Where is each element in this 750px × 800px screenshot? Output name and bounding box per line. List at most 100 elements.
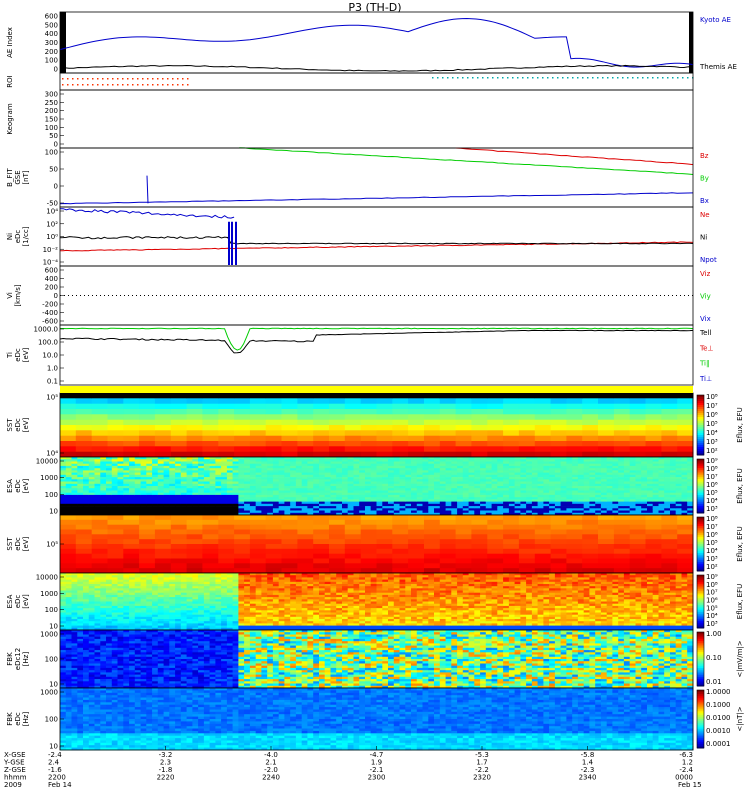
spectrogram-cell: [468, 494, 475, 498]
spectrogram-cell: [238, 470, 245, 473]
spectrogram-cell: [589, 512, 596, 516]
spectrogram-cell: [687, 488, 694, 491]
spectrogram-cell: [457, 510, 464, 514]
spectrogram-cell: [152, 497, 159, 500]
spectrogram-cell: [232, 588, 239, 591]
spectrogram-cell: [382, 459, 389, 462]
colorbar-tick-label: 10⁴: [706, 547, 718, 555]
spectrogram-cell: [376, 414, 393, 420]
spectrogram-cell: [249, 457, 257, 460]
spectrogram-cell: [560, 483, 567, 487]
spectrogram-cell: [163, 479, 170, 482]
spectrogram-cell: [284, 508, 291, 511]
spectrogram-cell: [342, 468, 349, 471]
spectrogram-cell: [180, 481, 187, 485]
spectrogram-cell: [249, 529, 267, 535]
spectrogram-cell: [94, 510, 101, 514]
spectrogram-cell: [537, 512, 544, 516]
spectrogram-cell: [146, 592, 153, 596]
spectrogram-cell: [71, 601, 78, 605]
spectrogram-cell: [319, 512, 326, 516]
spectrogram-cell: [129, 621, 136, 624]
spectrogram-cell: [255, 461, 262, 465]
spectrogram-cell: [439, 488, 446, 491]
spectrogram-cell: [451, 508, 458, 511]
spectrogram-cell: [411, 457, 418, 460]
spectrogram-cell: [455, 393, 472, 399]
spectrogram-cell: [117, 579, 124, 583]
spectrogram-cell: [457, 488, 464, 491]
spectrogram-cell: [301, 481, 308, 485]
spectrogram-cell: [106, 594, 113, 598]
spectrogram-cell: [203, 474, 211, 478]
spectrogram-cell: [307, 503, 314, 507]
spectrogram-cell: [249, 506, 257, 509]
spectrogram-cell: [77, 592, 84, 596]
spectrogram-cell: [244, 483, 251, 487]
spectrogram-cell: [520, 470, 527, 473]
spectrogram-cell: [226, 477, 234, 480]
spectrogram-cell: [549, 474, 556, 478]
spectrogram-cell: [65, 474, 72, 478]
spectrogram-cell: [577, 477, 585, 480]
spectrogram-cell: [445, 481, 452, 485]
spectrogram-cell: [485, 499, 492, 502]
spectrogram-cell: [439, 409, 456, 415]
spectrogram-cell: [226, 479, 234, 482]
spectrogram-cell: [365, 461, 372, 465]
spectrogram-cell: [307, 486, 314, 489]
spectrogram-cell: [455, 425, 472, 431]
spectrogram-cell: [146, 479, 153, 482]
spectrogram-cell: [123, 512, 130, 516]
spectrogram-cell: [480, 483, 487, 487]
spectrogram-cell: [330, 468, 337, 471]
spectrogram-cell: [647, 483, 654, 487]
spectrogram-cell: [88, 579, 95, 583]
spectrogram-cell: [180, 510, 187, 514]
spectrogram-cell: [534, 534, 551, 540]
spectrogram-cell: [376, 524, 393, 530]
spectrogram-cell: [134, 488, 141, 491]
spectrogram-cell: [526, 494, 533, 498]
spectrogram-cell: [129, 603, 136, 607]
spectrogram-cell: [359, 503, 366, 507]
spectrogram-cell: [117, 463, 124, 467]
spectrogram-cell: [457, 486, 464, 489]
spectrogram-cell: [106, 584, 113, 587]
spectrogram-cell: [163, 481, 170, 485]
spectrogram-cell: [232, 459, 239, 462]
spectrogram-cell: [111, 614, 118, 618]
spectrogram-cell: [353, 461, 360, 465]
spectrogram-cell: [100, 494, 107, 498]
spectrogram-cell: [405, 510, 412, 514]
spectrogram-cell: [658, 501, 665, 505]
spectrogram-cell: [117, 506, 124, 509]
spectrogram-cell: [249, 488, 257, 491]
roi-dot: [127, 84, 129, 86]
spectrogram-cell: [71, 575, 78, 578]
spectrogram-cell: [94, 494, 101, 498]
spectrogram-cell: [297, 558, 314, 564]
spectrogram-cell: [163, 577, 170, 580]
spectrogram-cell: [221, 503, 228, 507]
spectrogram-cell: [290, 488, 297, 491]
spectrogram-cell: [202, 446, 219, 452]
spectrogram-cell: [77, 506, 84, 509]
spectrogram-cell: [106, 459, 113, 462]
spectrogram-cell: [428, 479, 435, 482]
spectrogram-cell: [613, 414, 631, 420]
spectrogram-cell: [583, 479, 590, 482]
spectrogram-cell: [65, 575, 72, 578]
spectrogram-cell: [203, 597, 211, 600]
spectrogram-cell: [71, 499, 78, 502]
spectrogram-cell: [319, 488, 326, 491]
spectrogram-cell: [215, 497, 222, 500]
spectrogram-cell: [342, 477, 349, 480]
spectrogram-cell: [255, 503, 262, 507]
spectrogram-cell: [359, 506, 366, 509]
spectrogram-cell: [186, 544, 203, 550]
spectrogram-cell: [451, 474, 458, 478]
spectrogram-cell: [169, 601, 176, 605]
spectrogram-cell: [234, 430, 251, 436]
spectrogram-cell: [319, 459, 326, 462]
